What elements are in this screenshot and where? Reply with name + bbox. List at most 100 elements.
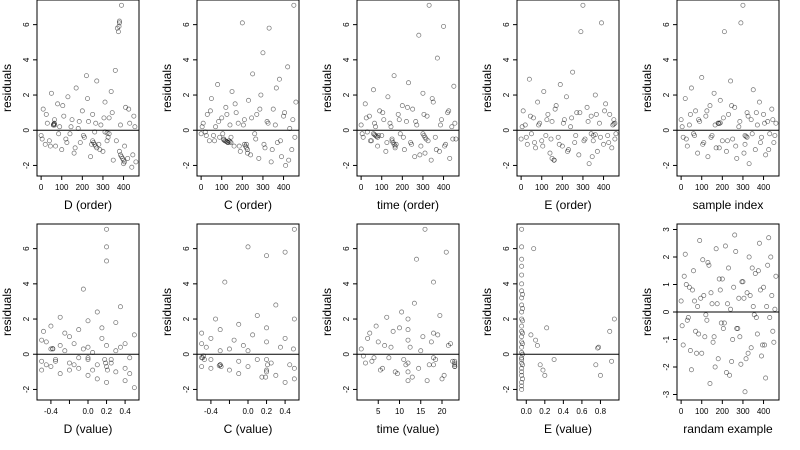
data-point (705, 154, 711, 160)
data-point (581, 138, 587, 144)
data-point (422, 150, 428, 156)
data-point (519, 281, 525, 287)
data-point (208, 335, 214, 341)
data-point (217, 348, 223, 354)
data-point (572, 140, 578, 146)
data-point (704, 108, 710, 114)
data-point (551, 357, 557, 362)
data-point (768, 254, 774, 260)
data-point (239, 20, 245, 26)
data-point (555, 134, 561, 140)
data-point (94, 376, 100, 382)
x-axis-label: randam example (683, 422, 773, 436)
data-point (291, 226, 297, 232)
data-point (222, 279, 228, 285)
x-tick-label: 0.0 (521, 407, 533, 416)
data-point (452, 362, 458, 368)
data-point (696, 117, 702, 123)
data-point (726, 265, 731, 271)
data-point (734, 155, 740, 161)
data-point (449, 124, 455, 130)
data-point (261, 141, 267, 147)
data-point (761, 111, 766, 117)
data-point (712, 364, 718, 370)
data-point (112, 67, 118, 73)
data-point (519, 357, 525, 362)
data-point (363, 115, 369, 121)
data-point (389, 136, 395, 142)
data-point (564, 94, 569, 100)
y-tick-label: 2 (182, 316, 191, 321)
data-point (725, 301, 730, 307)
data-point (745, 350, 751, 356)
data-point (43, 339, 49, 345)
data-point (683, 136, 689, 142)
data-point (285, 64, 291, 70)
data-point (520, 362, 526, 368)
data-point (57, 124, 63, 130)
data-point (533, 337, 538, 343)
data-point (739, 279, 745, 285)
data-point (57, 371, 63, 377)
data-point (231, 143, 237, 149)
data-point (431, 279, 436, 285)
data-point (704, 317, 710, 323)
data-point (576, 152, 582, 158)
data-point (682, 96, 688, 102)
data-point (441, 23, 446, 29)
data-point (229, 89, 235, 94)
data-point (724, 370, 729, 375)
data-point (105, 134, 111, 140)
panel-8: 5 10 15 20 -2 0 2 4 6 time (value) residuals (320, 223, 460, 436)
data-point (377, 367, 383, 373)
y-axis-label: residuals (320, 64, 334, 112)
data-point (519, 226, 525, 232)
data-point (76, 365, 82, 371)
y-tick-label: 2 (182, 92, 191, 97)
data-point (715, 356, 721, 362)
x-tick-label: 200 (396, 183, 410, 192)
y-axis-label: residuals (320, 288, 334, 336)
y-tick-label: 0 (662, 127, 671, 132)
data-point (748, 345, 754, 351)
data-point (373, 124, 378, 130)
data-point (106, 131, 112, 137)
data-point (720, 326, 726, 331)
data-point (553, 103, 559, 109)
data-point (131, 332, 137, 338)
data-point (703, 113, 709, 119)
data-point (607, 111, 613, 117)
data-point (700, 141, 706, 147)
data-point (539, 138, 545, 144)
data-point (397, 131, 403, 137)
x-axis-label: E (order) (544, 198, 591, 212)
data-point (122, 341, 128, 347)
data-point (519, 263, 525, 269)
data-point (80, 133, 86, 138)
data-point (770, 117, 776, 123)
data-point (683, 282, 689, 287)
data-point (126, 106, 132, 112)
data-point (104, 364, 109, 370)
data-point (686, 122, 692, 128)
data-point (116, 18, 122, 24)
data-point (439, 117, 444, 123)
data-point (592, 132, 598, 138)
data-point (63, 136, 69, 142)
data-point (596, 344, 602, 350)
data-point (519, 365, 525, 371)
data-point (77, 140, 83, 146)
data-point (764, 304, 770, 309)
data-point (291, 376, 297, 382)
data-point (291, 316, 297, 322)
x-axis-label: E (value) (544, 422, 592, 436)
data-point (756, 240, 762, 246)
data-point (220, 131, 226, 137)
panel-3: 0 100 200 300 400 -2 0 2 4 6 time (order) residuals (320, 0, 460, 212)
y-tick-label: 4 (182, 57, 191, 62)
data-point (379, 133, 385, 138)
data-point (520, 291, 526, 297)
data-point (699, 74, 705, 80)
data-point (428, 339, 434, 345)
x-tick-label: 100 (215, 183, 229, 192)
